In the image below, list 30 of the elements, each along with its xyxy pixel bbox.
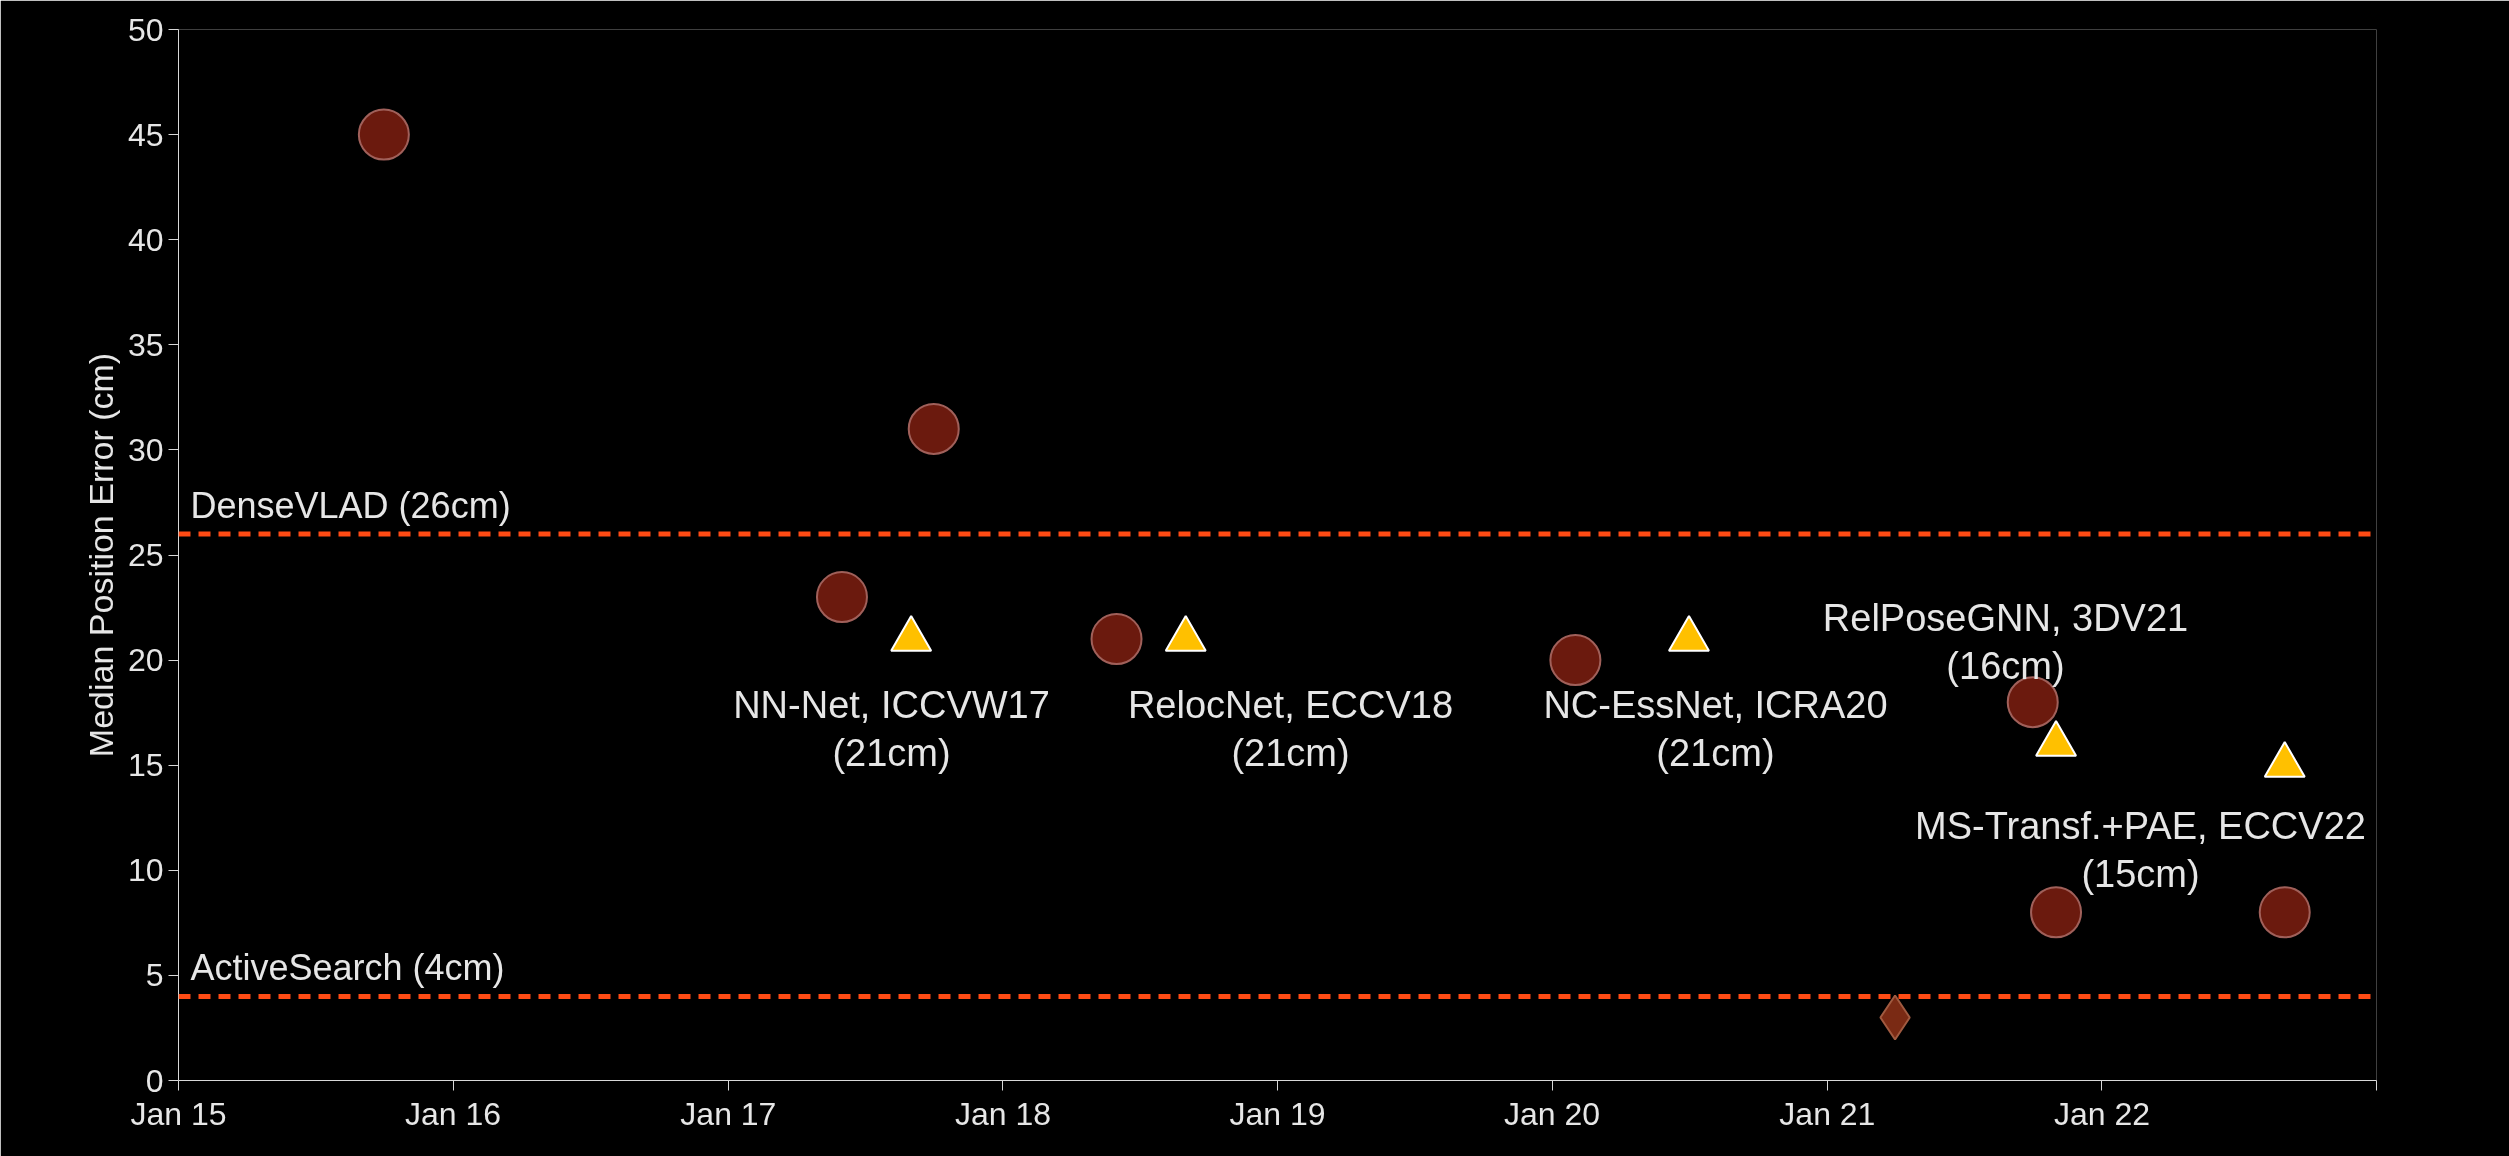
point: [815, 571, 868, 623]
x-tick-label: Jan 18: [954, 1095, 1051, 1132]
x-tick-label: Jan 16: [405, 1095, 502, 1132]
x-tick-label: Jan 22: [2053, 1095, 2150, 1132]
y-tick-label: 15: [127, 747, 164, 784]
point: [1549, 634, 1602, 687]
x-tick-label: Jan 19: [1229, 1095, 1326, 1132]
x-tick-label: Jan 20: [1504, 1095, 1601, 1132]
y-tick-label: 20: [127, 642, 164, 679]
point: [2258, 886, 2311, 939]
ref-line-label: ActiveSearch (4cm): [190, 947, 505, 989]
y-tick-label: 35: [127, 326, 164, 363]
point: [2030, 886, 2083, 939]
y-tick-label: 40: [127, 221, 164, 258]
annotation: MS-Transf.+PAE, ECCV22 (15cm): [1915, 804, 2366, 895]
ref-line-label: DenseVLAD (26cm): [190, 484, 511, 526]
x-tick-label: Jan 21: [1779, 1095, 1876, 1132]
y-tick-label: 30: [127, 431, 164, 468]
y-tick-label: 45: [127, 116, 164, 153]
point: [357, 108, 410, 161]
annotation: NN-Net, ICCVW17 (21cm): [733, 683, 1050, 774]
point: [907, 402, 960, 455]
x-tick-label: Jan 17: [680, 1095, 777, 1132]
annotation: RelocNet, ECCV18 (21cm): [1127, 683, 1454, 774]
y-axis-title: Median Position Error (cm): [81, 352, 120, 758]
point: [1090, 613, 1143, 666]
y-tick-label: 25: [127, 537, 164, 573]
y-tick-label: 10: [127, 852, 164, 889]
y-tick-label: 5: [145, 957, 164, 994]
y-tick-label: 50: [127, 11, 164, 48]
